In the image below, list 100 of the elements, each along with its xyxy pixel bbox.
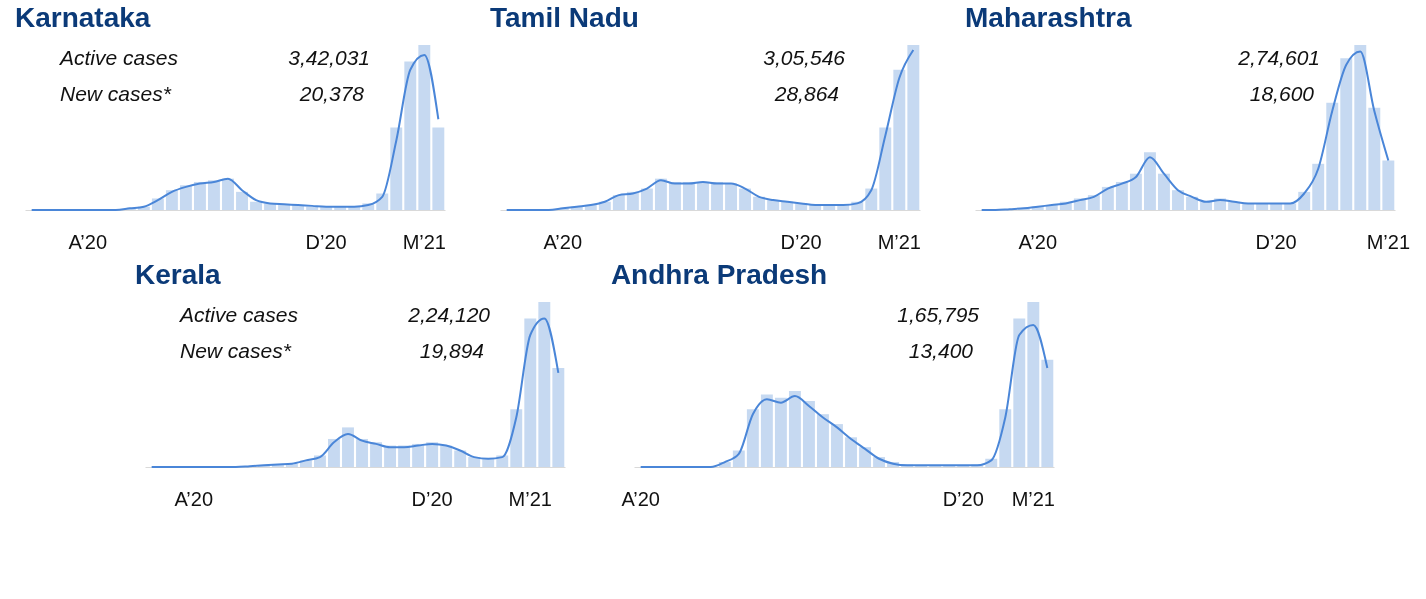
annotation: 20,378 (298, 82, 365, 105)
bar (802, 401, 815, 467)
bar (612, 195, 625, 210)
bar (165, 190, 178, 210)
bar (683, 181, 695, 210)
bar (1027, 302, 1040, 467)
x-tick-label: D’20 (411, 487, 453, 510)
bar (390, 127, 403, 210)
x-tick-label: M’21 (1011, 487, 1055, 510)
bar (404, 61, 417, 210)
bar (468, 457, 481, 467)
bar (640, 188, 653, 210)
bar (845, 437, 857, 467)
bar (1041, 359, 1054, 467)
bar (781, 201, 794, 210)
bar (788, 391, 801, 467)
x-tick-label: A’20 (543, 230, 583, 253)
annotation: 18,600 (1249, 82, 1315, 105)
bar (552, 368, 565, 467)
bar (278, 205, 291, 210)
bar (999, 409, 1012, 467)
bar (328, 438, 340, 467)
annotation: 28,864 (773, 82, 839, 105)
bar (711, 181, 723, 210)
bar (1013, 318, 1026, 467)
bar (179, 185, 192, 210)
bar (538, 302, 551, 467)
annotation: 3,42,031 (288, 46, 370, 69)
bar (510, 409, 523, 467)
bar (412, 443, 425, 467)
x-tick-label: D’20 (1255, 230, 1297, 253)
bar (418, 45, 431, 210)
bar (760, 394, 773, 467)
bar (1186, 196, 1198, 210)
bar (208, 180, 220, 210)
chart-title: Andhra Pradesh (610, 259, 828, 290)
bar (697, 181, 709, 210)
bar (831, 424, 843, 467)
bar (250, 201, 262, 210)
bar (1143, 152, 1156, 210)
bar (626, 191, 639, 210)
annotation: New cases* (60, 82, 172, 105)
x-tick-label: A’20 (1018, 230, 1058, 253)
bar (774, 397, 787, 467)
bar (739, 188, 752, 210)
bar (193, 181, 206, 210)
bar (1354, 45, 1367, 210)
annotation: 2,24,120 (407, 303, 491, 326)
bar (426, 442, 439, 467)
x-tick-label: A’20 (174, 487, 213, 510)
bar (879, 127, 892, 210)
bar (725, 183, 737, 210)
annotation: 2,74,601 (1237, 46, 1320, 69)
bar (482, 458, 495, 467)
bar (1129, 173, 1142, 210)
x-tick-label: M’21 (508, 487, 552, 510)
bar (432, 127, 445, 210)
annotation: 13,400 (908, 339, 974, 362)
annotation: Active cases (58, 46, 179, 69)
bar (668, 181, 681, 210)
bar (356, 438, 368, 467)
bar (767, 200, 780, 210)
bar (454, 450, 467, 467)
bar (1340, 58, 1353, 210)
annotation: 3,05,546 (763, 46, 846, 69)
x-tick-label: M’21 (1366, 230, 1411, 253)
bar (1172, 190, 1184, 210)
bar (1312, 163, 1325, 210)
annotation: 1,65,795 (897, 303, 980, 326)
x-tick-label: A’20 (68, 230, 108, 253)
bar (306, 206, 319, 210)
bar (342, 427, 354, 467)
bar (859, 447, 871, 467)
x-tick-label: A’20 (621, 487, 660, 510)
x-tick-label: M’21 (402, 230, 446, 253)
bar (1101, 186, 1114, 210)
bar (1158, 173, 1170, 210)
x-tick-label: D’20 (942, 487, 984, 510)
bar (893, 69, 906, 210)
chart-title: Maharashtra (965, 2, 1132, 33)
bar (817, 414, 829, 467)
bar (1326, 102, 1339, 210)
bar (753, 196, 766, 210)
chart-title: Kerala (135, 259, 222, 290)
bar (1115, 181, 1128, 210)
x-tick-label: D’20 (780, 230, 822, 253)
bar (1382, 160, 1395, 210)
bar (524, 318, 537, 467)
bar (236, 191, 248, 210)
bar (440, 445, 453, 467)
annotation: Active cases (178, 303, 299, 326)
bar (222, 178, 234, 210)
bar (907, 45, 920, 210)
chart-title: Karnataka (15, 2, 151, 33)
x-tick-label: M’21 (877, 230, 921, 253)
bar (746, 409, 759, 467)
bar (370, 442, 382, 467)
annotation: 19,894 (419, 339, 484, 362)
bar (654, 178, 667, 210)
bar (1200, 201, 1212, 210)
